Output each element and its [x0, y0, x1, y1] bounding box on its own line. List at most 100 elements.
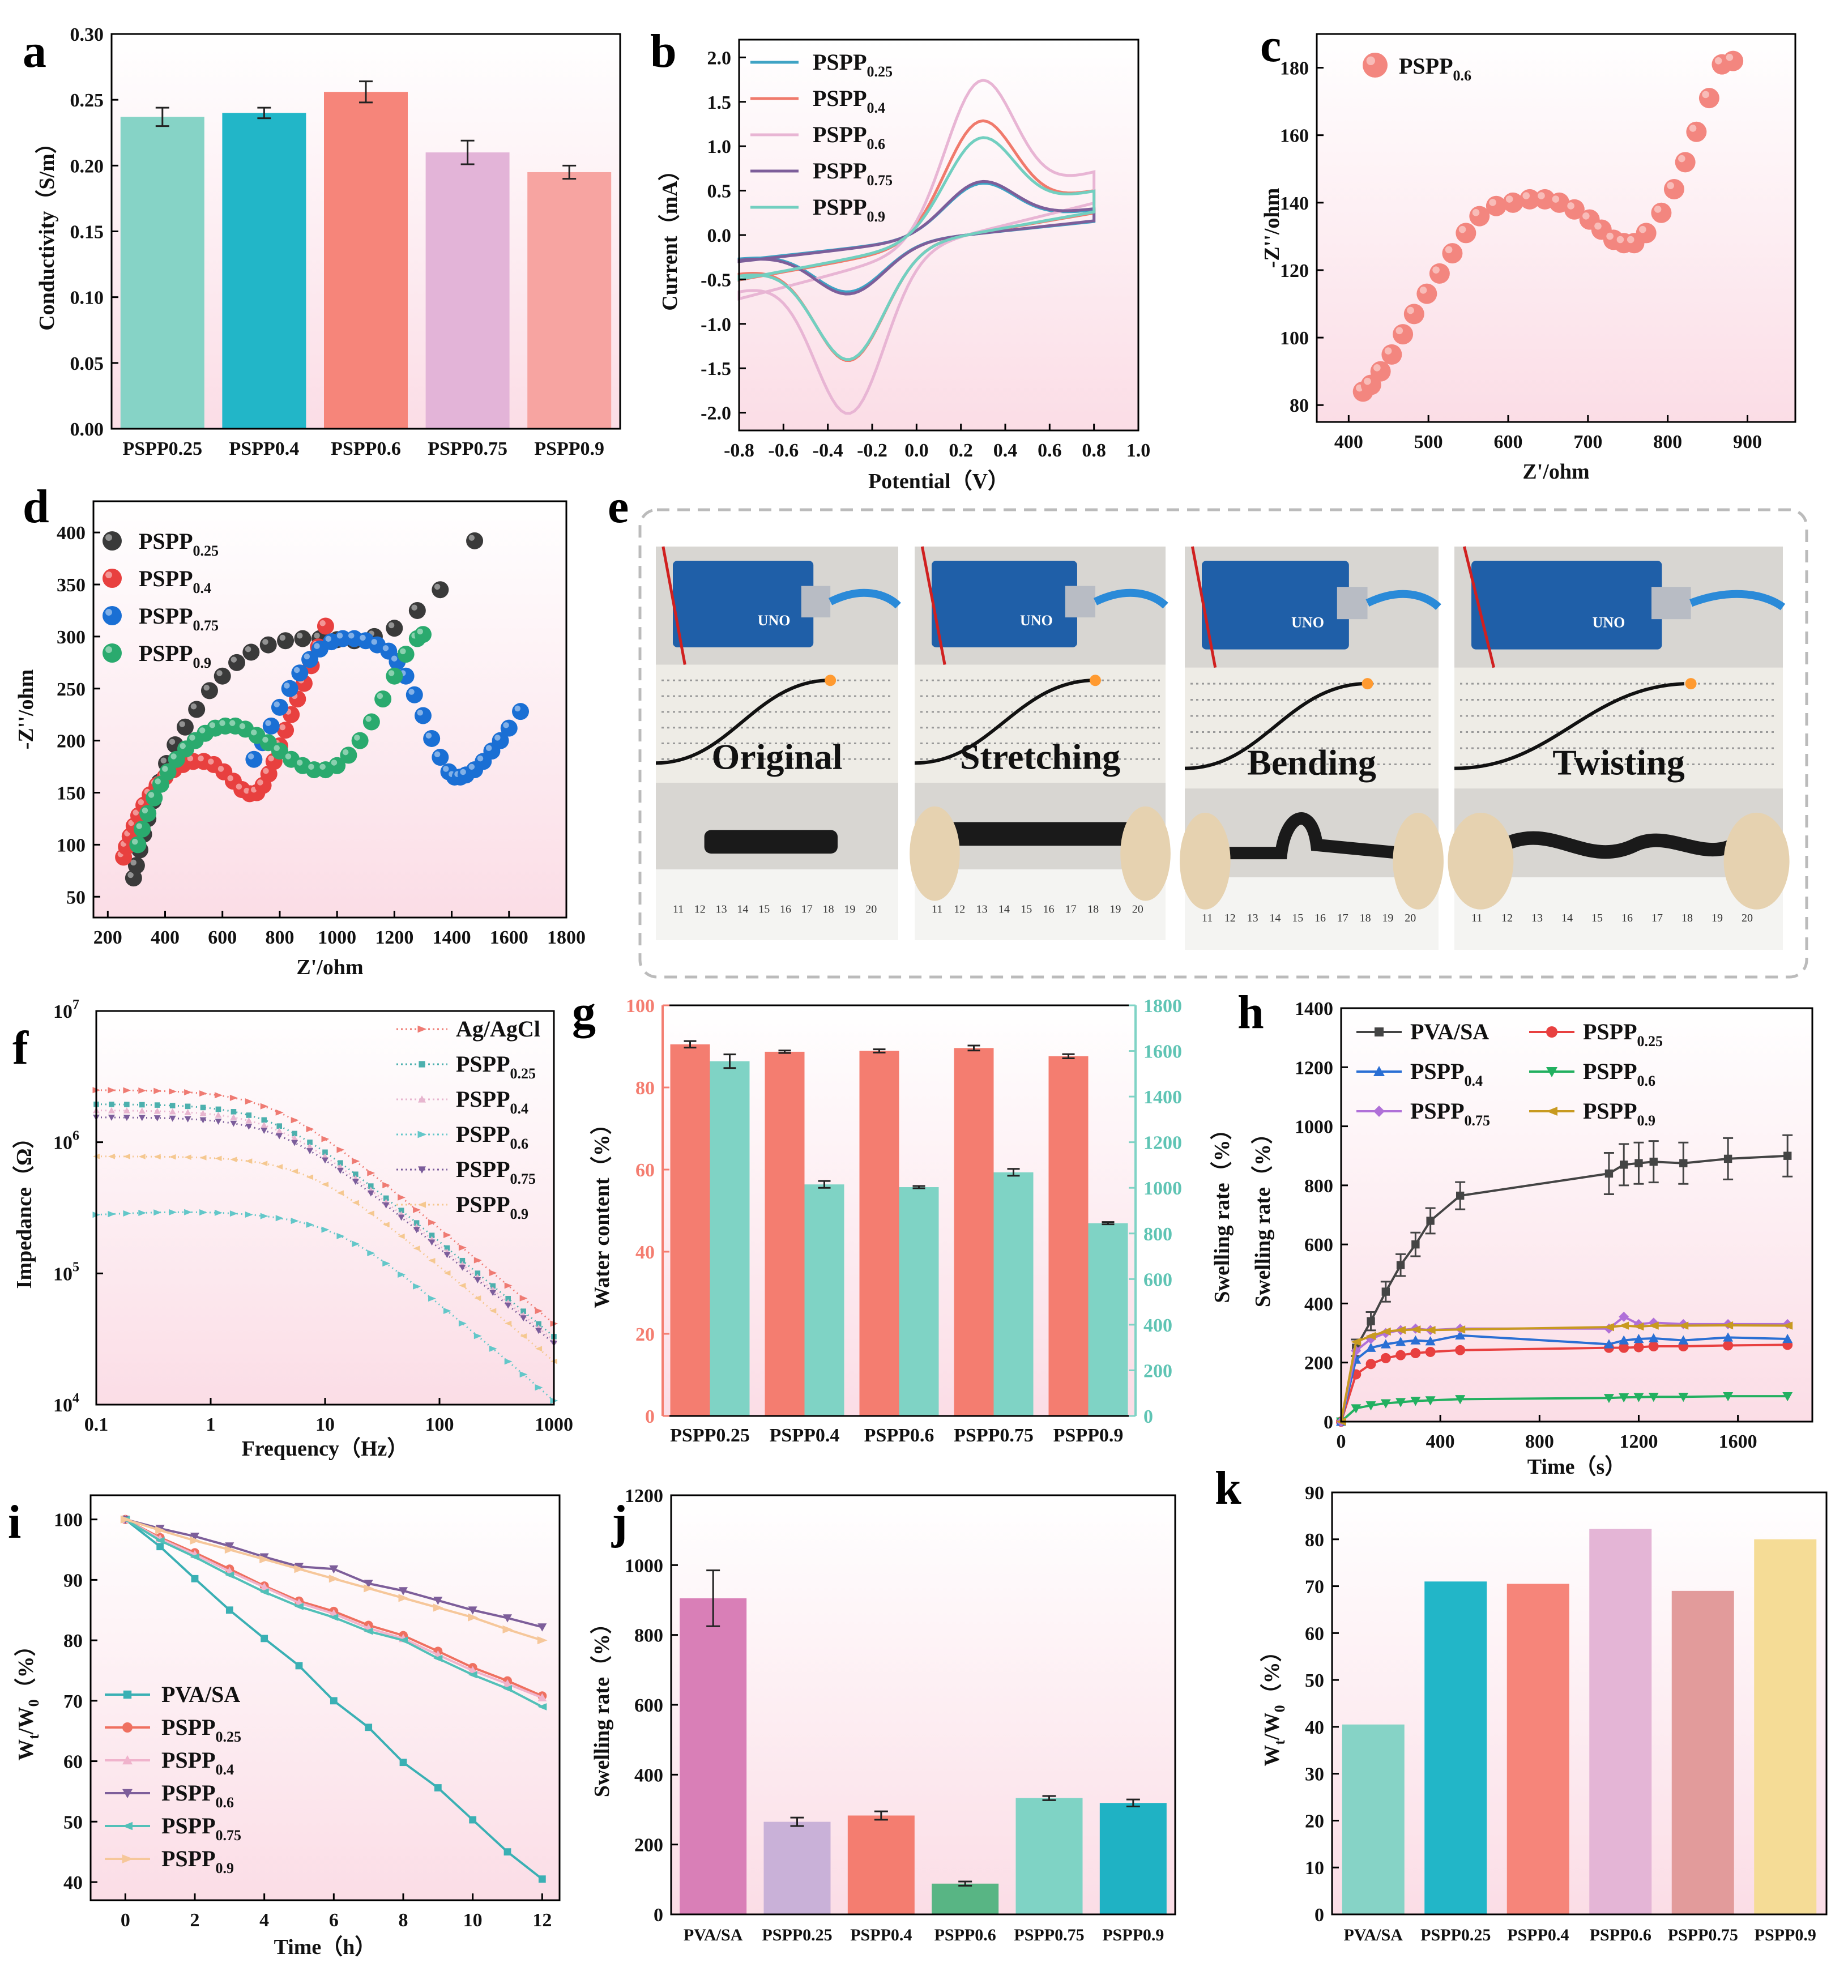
data-point	[138, 1154, 146, 1159]
y-axis-label-part: 0	[1271, 1705, 1288, 1712]
data-point	[1633, 1342, 1644, 1353]
ruler-number: 12	[1224, 912, 1236, 924]
x-tick-label: 6	[329, 1910, 339, 1931]
legend-name: PSPP	[161, 1747, 216, 1773]
data-point	[1455, 1395, 1466, 1405]
data-point	[520, 1315, 527, 1322]
ruler-number: 11	[673, 903, 684, 915]
data-point	[1426, 1217, 1435, 1225]
y-tick-label: 60	[635, 1160, 655, 1181]
data-point	[155, 1537, 165, 1545]
data-point	[432, 749, 449, 766]
data-point-highlight	[388, 622, 395, 629]
data-point	[214, 1092, 223, 1099]
y-axis-label: Swelling rate（%）	[590, 1612, 614, 1797]
y-axis-label-part: /W	[1260, 1712, 1284, 1740]
y-tick-label: 20	[1305, 1811, 1324, 1832]
data-point	[364, 1584, 374, 1593]
legend-name: PSPP	[161, 1813, 216, 1838]
data-point	[259, 636, 277, 654]
data-point	[1723, 1321, 1734, 1330]
bar	[527, 172, 612, 429]
data-point	[123, 1107, 130, 1114]
legend-subscript: 0.25	[867, 63, 893, 80]
data-point	[230, 1114, 237, 1120]
data-point	[184, 1116, 191, 1123]
y-tick-label: 80	[1290, 395, 1309, 416]
data-point	[259, 1582, 269, 1591]
data-point	[1455, 1330, 1466, 1339]
data-point	[153, 1209, 162, 1216]
wire	[655, 679, 826, 765]
board-text: UNO	[1291, 614, 1324, 630]
legend-name: PSPP	[813, 122, 867, 147]
data-point-highlight	[1364, 377, 1371, 385]
legend-subscript: 0.9	[216, 1860, 234, 1876]
legend-subscript: 0.25	[193, 543, 219, 559]
data-point	[413, 1220, 420, 1226]
data-point-highlight	[279, 724, 286, 731]
data-point-highlight	[263, 767, 269, 774]
y-axis-label-part: /W	[14, 1707, 38, 1735]
plot-frame	[92, 500, 567, 919]
panel-label-b: b	[650, 25, 677, 78]
data-point-highlight	[1366, 56, 1375, 66]
data-point	[537, 1623, 547, 1632]
data-point	[1425, 1396, 1436, 1406]
data-point-highlight	[360, 634, 366, 641]
legend-subscript: 0.4	[193, 580, 212, 596]
data-point	[228, 654, 246, 671]
legend-name: PSPP	[456, 1051, 510, 1077]
data-point-highlight	[274, 745, 280, 751]
data-point	[215, 1119, 222, 1125]
bar	[680, 1598, 747, 1914]
data-point-highlight	[284, 682, 290, 689]
data-point	[419, 1061, 425, 1068]
data-point	[352, 1200, 359, 1206]
legend-label: PSPP0.9	[456, 1192, 528, 1222]
data-point	[123, 1087, 131, 1094]
data-point	[120, 1515, 131, 1524]
data-point	[245, 750, 263, 768]
ruler-number: 16	[780, 903, 791, 915]
photo-label: Bending	[1247, 742, 1376, 782]
y-tick-label: -0.5	[701, 270, 731, 291]
legend-marker	[103, 569, 122, 588]
water-content-bar	[954, 1048, 994, 1416]
ruler-number: 16	[1621, 912, 1633, 924]
y-axis-label-part: （%）	[1260, 1640, 1284, 1705]
data-point	[261, 1117, 267, 1123]
data-point	[351, 732, 369, 749]
data-point	[1723, 1340, 1734, 1351]
data-point	[245, 1123, 253, 1130]
data-point	[1410, 1397, 1421, 1406]
data-point	[1410, 1335, 1421, 1345]
x-tick-label: 1400	[433, 927, 471, 948]
chart-c-nyquist: 80 100 120 140 160 180 400 500 600 700 800 900 -Z''/…	[1260, 33, 1796, 484]
chart-k-retention-bars: PVA/SA PSPP0.25 PSPP0.4 PSPP0.6 PSPP0.75 PSPP…	[1260, 1483, 1828, 1944]
data-point	[1564, 199, 1585, 220]
y-tick-label: 50	[66, 887, 86, 908]
x-tick-label: -0.6	[768, 440, 799, 461]
data-point-highlight	[477, 755, 484, 762]
data-point	[277, 632, 295, 650]
usb-cable	[1365, 590, 1441, 611]
ruler-number: 20	[865, 903, 877, 915]
legend-subscript: 0.9	[867, 208, 886, 225]
ruler	[656, 869, 898, 940]
data-point	[417, 1130, 427, 1138]
plot-frame	[1316, 33, 1796, 423]
data-point	[1679, 1159, 1688, 1167]
data-point	[443, 1252, 451, 1259]
data-point-highlight	[285, 753, 292, 760]
data-point	[383, 1195, 389, 1201]
data-point-highlight	[1419, 287, 1427, 294]
data-point	[428, 1219, 436, 1226]
data-point	[1380, 1339, 1391, 1349]
data-point	[245, 1098, 253, 1105]
legend-subscript: 0.4	[216, 1761, 234, 1778]
y-tick-label: 200	[634, 1835, 663, 1856]
data-point	[199, 1155, 207, 1161]
data-point	[291, 1218, 299, 1225]
led	[1362, 678, 1373, 690]
